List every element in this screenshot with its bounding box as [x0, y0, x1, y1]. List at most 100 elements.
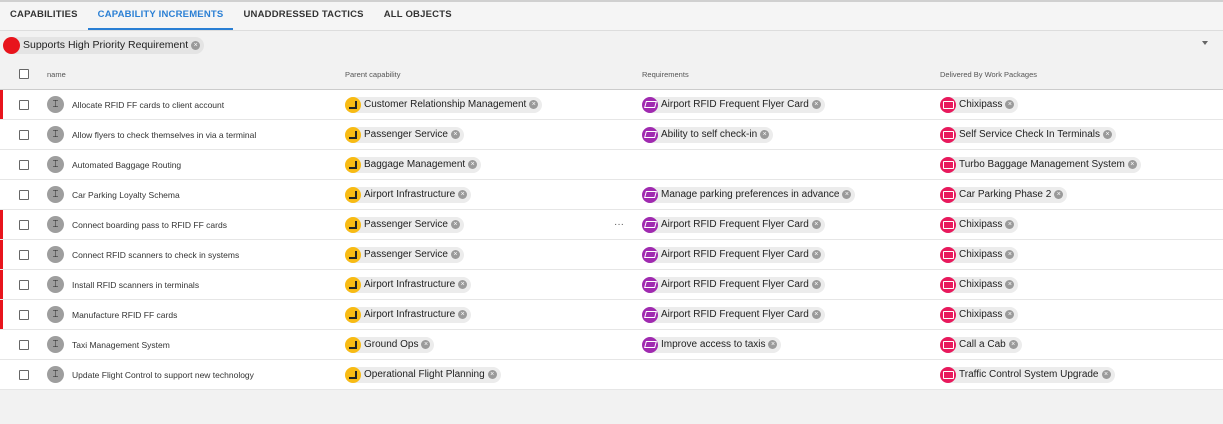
remove-work-package-icon[interactable]: × [1005, 220, 1015, 229]
table-row[interactable]: ⌶ Automated Baggage Routing Baggage Mana… [0, 150, 1223, 180]
work-package-chip[interactable]: Chixipass × [940, 246, 1019, 263]
row-checkbox[interactable] [19, 339, 29, 350]
table-row[interactable]: ⌶ Manufacture RFID FF cards Airport Infr… [0, 300, 1223, 330]
row-name[interactable]: Taxi Management System [72, 339, 170, 350]
column-header-name[interactable]: name [47, 69, 66, 79]
work-package-chip[interactable]: Call a Cab × [940, 336, 1022, 353]
parent-capability-chip[interactable]: Customer Relationship Management × [345, 96, 543, 113]
remove-requirement-icon[interactable]: × [811, 250, 821, 259]
remove-work-package-icon[interactable]: × [1008, 340, 1018, 349]
remove-requirement-icon[interactable]: × [811, 220, 821, 229]
table-row[interactable]: ⌶ Taxi Management System Ground Ops × Impr… [0, 330, 1223, 360]
row-checkbox[interactable] [19, 99, 29, 110]
row-name[interactable]: Car Parking Loyalty Schema [72, 189, 180, 200]
remove-requirement-icon[interactable]: × [811, 280, 821, 289]
row-name[interactable]: Update Flight Control to support new tec… [72, 369, 254, 380]
work-package-chip[interactable]: Turbo Baggage Management System × [940, 156, 1141, 173]
row-checkbox[interactable] [19, 159, 29, 170]
requirement-chip[interactable]: Airport RFID Frequent Flyer Card × [642, 216, 825, 233]
parent-capability-chip[interactable]: Passenger Service × [345, 126, 464, 143]
filter-chip[interactable]: Supports High Priority Requirement × [3, 36, 205, 54]
row-checkbox[interactable] [19, 279, 29, 290]
table-row[interactable]: ⌶ Car Parking Loyalty Schema Airport Inf… [0, 180, 1223, 210]
row-name[interactable]: Install RFID scanners in terminals [72, 279, 200, 290]
remove-parent-capability-icon[interactable]: × [487, 370, 497, 379]
row-checkbox[interactable] [19, 309, 29, 320]
remove-work-package-icon[interactable]: × [1005, 250, 1015, 259]
remove-requirement-icon[interactable]: × [842, 190, 852, 199]
remove-parent-capability-icon[interactable]: × [450, 130, 460, 139]
table-row[interactable]: ⌶ Connect boarding pass to RFID FF cards… [0, 210, 1223, 240]
row-name[interactable]: Manufacture RFID FF cards [72, 309, 178, 320]
parent-capability-chip[interactable]: Ground Ops × [345, 336, 435, 353]
filter-bar[interactable]: Supports High Priority Requirement × [0, 31, 1223, 59]
table-row[interactable]: ⌶ Connect RFID scanners to check in syst… [0, 240, 1223, 270]
remove-work-package-icon[interactable]: × [1101, 370, 1111, 379]
requirement-chip[interactable]: Airport RFID Frequent Flyer Card × [642, 246, 825, 263]
tab-unaddressed-tactics[interactable]: UNADDRESSED TACTICS [243, 9, 364, 20]
work-package-chip[interactable]: Chixipass × [940, 216, 1019, 233]
work-package-chip[interactable]: Chixipass × [940, 306, 1019, 323]
table-row[interactable]: ⌶ Update Flight Control to support new t… [0, 360, 1223, 390]
work-package-chip[interactable]: Chixipass × [940, 276, 1019, 293]
table-row[interactable]: ⌶ Allocate RFID FF cards to client accou… [0, 90, 1223, 120]
remove-parent-capability-icon[interactable]: × [458, 280, 468, 289]
remove-parent-capability-icon[interactable]: × [529, 100, 539, 109]
row-checkbox[interactable] [19, 219, 29, 230]
row-name[interactable]: Automated Baggage Routing [72, 159, 182, 170]
remove-parent-capability-icon[interactable]: × [450, 220, 460, 229]
row-checkbox[interactable] [19, 129, 29, 140]
tab-all-objects[interactable]: ALL OBJECTS [383, 9, 452, 20]
remove-requirement-icon[interactable]: × [811, 310, 821, 319]
parent-capability-chip[interactable]: Passenger Service × [345, 246, 464, 263]
parent-capability-chip[interactable]: Operational Flight Planning × [345, 366, 501, 383]
remove-filter-icon[interactable]: × [191, 40, 201, 50]
work-package-chip[interactable]: Car Parking Phase 2 × [940, 186, 1068, 203]
remove-work-package-icon[interactable]: × [1005, 100, 1015, 109]
tab-capability-increments[interactable]: CAPABILITY INCREMENTS [87, 2, 234, 30]
row-checkbox[interactable] [19, 189, 29, 200]
row-name[interactable]: Allocate RFID FF cards to client account [72, 99, 225, 110]
requirement-chip[interactable]: Manage parking preferences in advance × [642, 186, 856, 203]
remove-parent-capability-icon[interactable]: × [468, 160, 478, 169]
requirement-chip[interactable]: Airport RFID Frequent Flyer Card × [642, 306, 825, 323]
row-checkbox[interactable] [19, 249, 29, 260]
requirement-chip[interactable]: Ability to self check-in × [642, 126, 774, 143]
select-all-checkbox[interactable] [19, 69, 29, 79]
remove-work-package-icon[interactable]: × [1005, 280, 1015, 289]
column-header-delivered[interactable]: Delivered By Work Packages [940, 69, 1037, 79]
remove-parent-capability-icon[interactable]: × [421, 340, 431, 349]
remove-work-package-icon[interactable]: × [1102, 130, 1112, 139]
remove-requirement-icon[interactable]: × [768, 340, 778, 349]
remove-parent-capability-icon[interactable]: × [458, 190, 468, 199]
work-package-chip[interactable]: Self Service Check In Terminals × [940, 126, 1116, 143]
work-package-chip[interactable]: Chixipass × [940, 96, 1019, 113]
table-row[interactable]: ⌶ Install RFID scanners in terminals Air… [0, 270, 1223, 300]
remove-requirement-icon[interactable]: × [760, 130, 770, 139]
remove-work-package-icon[interactable]: × [1005, 310, 1015, 319]
requirement-chip[interactable]: Airport RFID Frequent Flyer Card × [642, 276, 825, 293]
remove-parent-capability-icon[interactable]: × [458, 310, 468, 319]
row-name[interactable]: Connect boarding pass to RFID FF cards [72, 219, 227, 230]
tab-capabilities[interactable]: CAPABILITIES [10, 9, 78, 20]
parent-capability-chip[interactable]: Baggage Management × [345, 156, 482, 173]
work-package-chip[interactable]: Traffic Control System Upgrade × [940, 366, 1115, 383]
requirement-chip[interactable]: Improve access to taxis × [642, 336, 782, 353]
remove-parent-capability-icon[interactable]: × [450, 250, 460, 259]
remove-work-package-icon[interactable]: × [1127, 160, 1137, 169]
row-name[interactable]: Connect RFID scanners to check in system… [72, 249, 240, 260]
filter-dropdown-icon[interactable] [1202, 41, 1208, 45]
remove-work-package-icon[interactable]: × [1054, 190, 1064, 199]
column-header-parent[interactable]: Parent capability [345, 69, 401, 79]
parent-capability-chip[interactable]: Passenger Service × [345, 216, 464, 233]
requirement-chip[interactable]: Airport RFID Frequent Flyer Card × [642, 96, 825, 113]
table-row[interactable]: ⌶ Allow flyers to check themselves in vi… [0, 120, 1223, 150]
row-name[interactable]: Allow flyers to check themselves in via … [72, 129, 257, 140]
row-checkbox[interactable] [19, 369, 29, 380]
more-options-icon[interactable]: ··· [614, 219, 624, 230]
parent-capability-chip[interactable]: Airport Infrastructure × [345, 276, 472, 293]
remove-requirement-icon[interactable]: × [811, 100, 821, 109]
parent-capability-chip[interactable]: Airport Infrastructure × [345, 306, 472, 323]
parent-capability-chip[interactable]: Airport Infrastructure × [345, 186, 472, 203]
column-header-requirements[interactable]: Requirements [642, 69, 689, 79]
